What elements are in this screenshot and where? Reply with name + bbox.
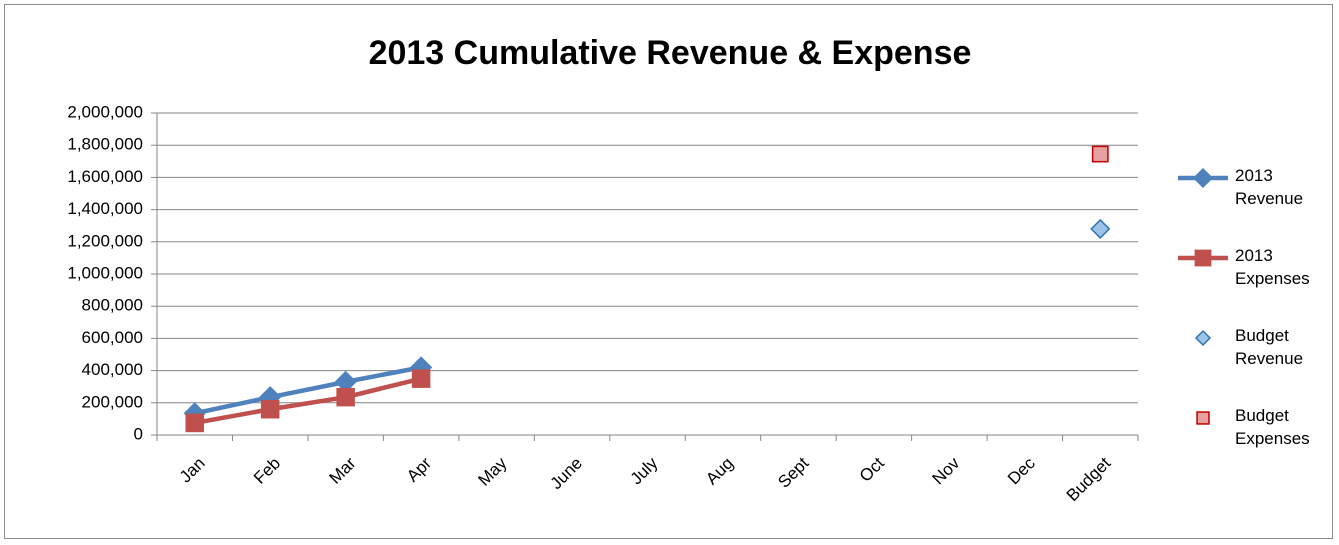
x-tick-label: Jan [176, 454, 209, 487]
x-tick-label: Mar [326, 453, 360, 487]
y-tick-label: 0 [134, 424, 143, 443]
series-line [194, 365, 422, 416]
y-tick-label: 600,000 [82, 328, 143, 347]
series-line [194, 376, 422, 426]
legend-label: Budget Revenue [1235, 326, 1304, 368]
chart-frame [4, 4, 1333, 539]
y-tick-label: 200,000 [82, 392, 143, 411]
x-tick-label: Feb [250, 454, 284, 488]
marker [1090, 218, 1111, 239]
y-tick-label: 1,400,000 [67, 199, 143, 218]
x-tick-label: Sept [774, 453, 812, 491]
chart-title: 2013 Cumulative Revenue & Expense [369, 34, 972, 72]
x-tick-label: June [547, 454, 587, 494]
marker [1091, 145, 1109, 163]
y-tick-label: 400,000 [82, 360, 143, 379]
marker [411, 369, 431, 388]
x-tick-label: Nov [929, 453, 964, 488]
y-tick-label: 2,000,000 [67, 102, 143, 121]
legend-marker [1194, 249, 1212, 267]
x-tick-label: Oct [856, 453, 888, 485]
marker [260, 399, 280, 419]
x-tick-label: Dec [1004, 453, 1039, 488]
y-tick-label: 1,000,000 [67, 263, 143, 282]
x-tick-label: May [474, 453, 510, 489]
x-tick-label: Apr [403, 453, 435, 485]
y-tick-label: 1,200,000 [67, 231, 143, 250]
legend-marker [1192, 167, 1214, 189]
y-tick-label: 1,800,000 [67, 135, 143, 154]
marker [336, 387, 355, 407]
legend-label: Budget Expenses [1235, 406, 1310, 448]
legend-label: 2013 Revenue [1235, 166, 1304, 208]
legend-marker [1194, 329, 1212, 347]
y-tick-label: 1,600,000 [67, 167, 143, 186]
marker [185, 413, 204, 433]
y-tick-label: 800,000 [82, 296, 143, 315]
x-tick-label: Aug [702, 454, 737, 489]
x-tick-label: Budget [1063, 453, 1115, 505]
legend-marker [1196, 411, 1210, 425]
legend-label: 2013 Expenses [1235, 246, 1310, 288]
x-tick-label: July [627, 453, 662, 488]
